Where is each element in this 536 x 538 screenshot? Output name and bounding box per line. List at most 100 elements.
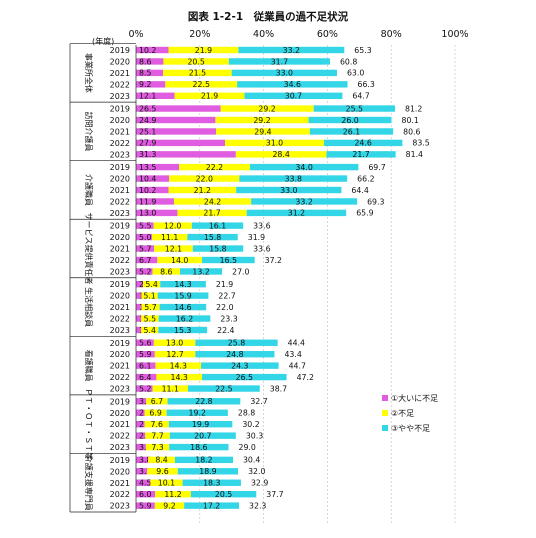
- bar-segment: [145, 432, 170, 439]
- value-label: 3.5: [139, 467, 151, 476]
- bar-segment: [228, 58, 330, 65]
- value-label: 9.2: [163, 501, 175, 510]
- value-label: 5.7: [139, 244, 151, 253]
- value-label: 29.2: [253, 116, 270, 125]
- year-label: 2019: [110, 222, 130, 231]
- bar-segment: [141, 315, 159, 322]
- value-label: 4.5: [139, 479, 151, 488]
- value-label: 5.9: [139, 501, 151, 510]
- bar-segment: [136, 339, 154, 346]
- year-label: 2023: [110, 385, 130, 394]
- value-label: 33.0: [280, 186, 297, 195]
- value-label: 34.6: [284, 80, 301, 89]
- bar-segment: [136, 128, 217, 135]
- bar-segment: [136, 69, 164, 77]
- value-label: 15.9: [174, 291, 191, 300]
- bar-segment: [136, 385, 153, 392]
- total-label: 22.7: [218, 291, 235, 300]
- total-label: 27.0: [232, 267, 249, 276]
- bar-segment: [136, 456, 149, 464]
- bar-segment: [313, 105, 396, 112]
- value-label: 8.4: [155, 456, 167, 465]
- year-label: 2022: [110, 256, 130, 265]
- total-label: 28.8: [238, 409, 255, 418]
- value-label: 31.0: [266, 139, 283, 148]
- value-label: 26.5: [139, 104, 156, 113]
- bar-segment: [215, 116, 309, 124]
- value-label: 5.2: [139, 267, 151, 276]
- total-label: 80.6: [403, 127, 420, 136]
- value-label: 26.1: [343, 127, 360, 136]
- value-label: 18.6: [190, 443, 207, 452]
- total-label: 21.9: [216, 280, 233, 289]
- year-label: 2021: [110, 186, 130, 195]
- value-label: 24.3: [231, 361, 248, 370]
- year-label: 2023: [110, 502, 130, 511]
- total-label: 83.5: [412, 139, 429, 148]
- total-label: 32.7: [250, 397, 267, 406]
- bar-segment: [169, 443, 229, 451]
- bar-segment: [177, 468, 239, 475]
- value-label: 24.9: [139, 116, 156, 125]
- year-label: 2020: [110, 57, 130, 66]
- bar-segment: [156, 373, 203, 381]
- bar-segment: [236, 186, 342, 194]
- bar-segment: [168, 421, 233, 428]
- bar-segment: [326, 151, 396, 158]
- year-label: 2020: [110, 292, 130, 301]
- bar-segment: [163, 58, 229, 65]
- bar-segment: [174, 92, 245, 99]
- total-label: 30.3: [246, 431, 263, 440]
- value-label: 2.9: [139, 431, 151, 440]
- bar-segment: [136, 315, 142, 322]
- value-label: 11.1: [161, 233, 178, 242]
- year-label: 2019: [110, 163, 130, 172]
- bar-segment: [136, 222, 154, 229]
- value-label: 6.1: [139, 361, 151, 370]
- year-label: 2021: [110, 362, 130, 371]
- year-label: 2023: [110, 209, 130, 218]
- x-tick-label: 80%: [381, 29, 402, 40]
- value-label: 27.9: [139, 139, 156, 148]
- bar-segment: [184, 502, 240, 509]
- bar-segment: [191, 222, 244, 229]
- bar-segment: [190, 491, 257, 498]
- value-label: 13.5: [139, 163, 156, 172]
- value-label: 19.9: [192, 420, 209, 429]
- total-label: 22.4: [217, 326, 234, 335]
- value-label: 20.5: [215, 490, 232, 499]
- total-label: 69.3: [367, 197, 384, 206]
- group-label: 訪問介護員: [84, 111, 94, 151]
- bar-segment: [159, 303, 207, 311]
- chart-title: 図表 1-2-1 従業員の過不足状況: [187, 11, 349, 23]
- total-label: 32.0: [248, 467, 265, 476]
- bar-segment: [145, 443, 170, 451]
- total-label: 43.4: [284, 350, 301, 359]
- value-label: 7.3: [151, 443, 163, 452]
- value-label: 9.2: [139, 80, 151, 89]
- bar-segment: [136, 175, 170, 182]
- bar-segment: [249, 163, 359, 171]
- value-label: 33.2: [283, 46, 300, 55]
- bar-segment: [136, 81, 166, 88]
- total-label: 65.3: [354, 46, 371, 55]
- bar-segment: [152, 268, 181, 275]
- value-label: 29.4: [254, 127, 271, 136]
- value-label: 10.2: [139, 46, 156, 55]
- bar-segment: [160, 281, 206, 288]
- year-label: 2021: [110, 245, 130, 254]
- bar-segment: [155, 362, 202, 369]
- year-label: 2020: [110, 409, 130, 418]
- value-label: 6.4: [139, 373, 151, 382]
- bar-segment: [136, 326, 142, 334]
- total-label: 30.4: [243, 456, 260, 465]
- bar-segment: [136, 502, 155, 509]
- year-label: 2023: [110, 326, 130, 335]
- value-label: 22.8: [195, 397, 212, 406]
- value-label: 16.1: [209, 221, 226, 230]
- value-label: 6.7: [151, 397, 163, 406]
- value-label: 19.2: [189, 409, 206, 418]
- total-label: 81.2: [405, 104, 422, 113]
- value-label: 7.7: [151, 431, 163, 440]
- year-label: 2021: [110, 303, 130, 312]
